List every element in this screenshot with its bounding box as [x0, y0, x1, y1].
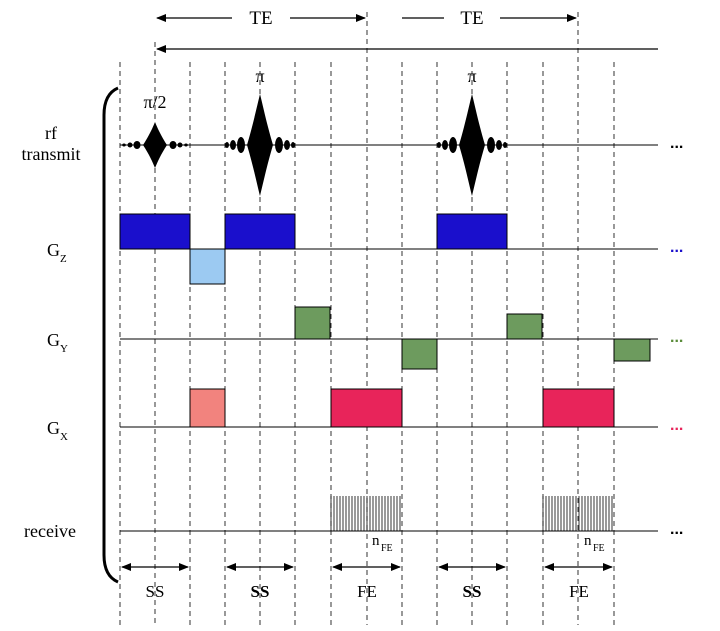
row-label-receive: receive — [24, 521, 76, 541]
gx-gradients — [189, 388, 615, 428]
continuation-dots-receive: ... — [670, 521, 683, 538]
pulse-label-refocus-1: π — [255, 66, 264, 86]
nfe-sub-1: FE — [381, 543, 393, 554]
nfe-label-2: n — [584, 533, 592, 549]
gz-slice-select-3 — [436, 213, 508, 250]
left-brace — [102, 86, 119, 584]
gz-rephase-lobe — [189, 248, 226, 285]
gy-gradients — [294, 306, 651, 370]
row-label-rf: rf — [45, 123, 57, 143]
gx-readout-2 — [542, 388, 615, 428]
gy-phase-rewind-1 — [401, 338, 438, 370]
row-label-gz: G — [47, 240, 60, 260]
continuation-dots-gx: ... — [670, 417, 683, 434]
segment-label-fe-1: FE — [357, 582, 377, 601]
gz-gradients — [119, 213, 508, 285]
pulse-label-refocus-2: π — [467, 66, 476, 86]
gx-readout-1 — [330, 388, 403, 428]
row-label-transmit: transmit — [22, 144, 81, 164]
gz-slice-select-1 — [119, 213, 191, 250]
rf-pulse-excitation — [122, 122, 188, 168]
segment-label-ss-2: SS — [251, 582, 270, 601]
gy-phase-rewind-2 — [613, 338, 651, 362]
gy-phase-encode-2 — [506, 313, 543, 340]
rf-pulse-refocus-1 — [225, 94, 295, 196]
row-baselines — [120, 144, 658, 532]
gx-prephase-lobe — [189, 388, 226, 428]
te-indicators — [156, 14, 658, 53]
row-label-gx: G — [47, 418, 60, 438]
gz-slice-select-2 — [224, 213, 296, 250]
pulse-label-excitation: π/2 — [143, 92, 166, 112]
continuation-dots-rf: ... — [670, 135, 683, 152]
nfe-label-1: n — [372, 533, 380, 549]
nfe-sub-2: FE — [593, 543, 605, 554]
rf-pulse-refocus-2 — [437, 94, 507, 196]
row-label-gy-sub: Y — [60, 343, 68, 355]
segment-label-ss-1: SS — [146, 582, 165, 601]
receive-window-2 — [542, 496, 613, 531]
rf-pulses — [122, 94, 507, 196]
continuation-dots-gz: ... — [670, 239, 683, 256]
te-label-right: TE — [460, 8, 483, 29]
continuation-dots-gy: ... — [670, 329, 683, 346]
segment-label-ss-3: SS — [463, 582, 482, 601]
te-label-left: TE — [249, 8, 272, 29]
row-label-gy: G — [47, 330, 60, 350]
gy-phase-encode-1 — [294, 306, 331, 340]
receive-window-1 — [330, 496, 401, 531]
row-label-gz-sub: Z — [60, 253, 67, 265]
segment-label-fe-2: FE — [569, 582, 589, 601]
row-label-gx-sub: X — [60, 431, 68, 443]
